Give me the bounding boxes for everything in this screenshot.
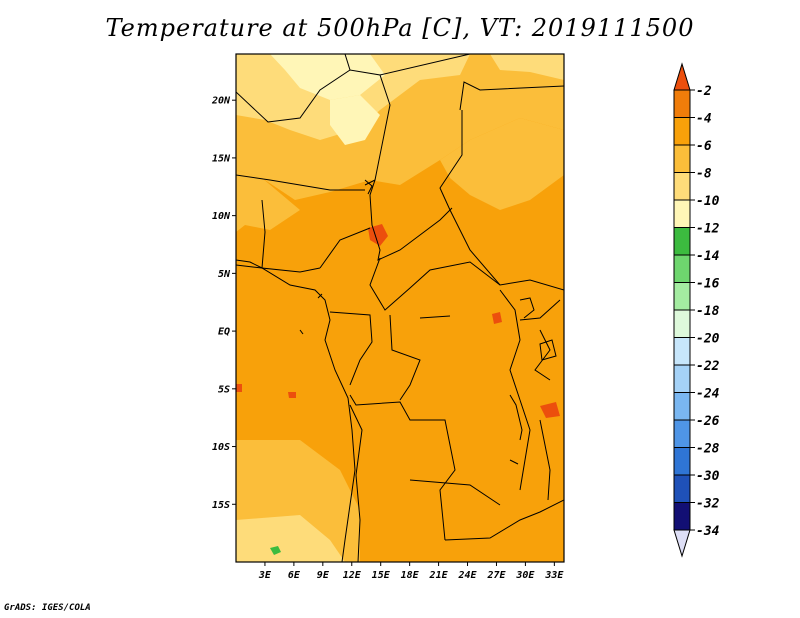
colorbar-level-label: -28 (696, 442, 720, 457)
colorbar-swatch (673, 392, 691, 421)
colorbar-level-label: -2 (696, 84, 712, 99)
grads-credit: GrADS: IGES/COLA (4, 603, 91, 613)
colorbar-swatch (673, 227, 691, 256)
colorbar-swatch (673, 309, 691, 338)
colorbar-swatch (673, 117, 691, 146)
colorbar-level-label: -26 (696, 414, 720, 429)
lon-tick-label: 12E (343, 570, 362, 581)
lat-tick-label: 15N (212, 153, 231, 164)
lon-tick-label: 33E (544, 570, 564, 581)
colorbar-swatch (673, 144, 691, 173)
colorbar-bottom-triangle (673, 529, 691, 558)
lat-tick-label: 10N (212, 211, 231, 222)
map-title: Temperature at 500hPa [C], VT: 201911150… (105, 14, 695, 42)
lon-tick-label: 9E (317, 570, 330, 581)
lon-tick-label: 21E (429, 570, 449, 581)
lat-tick-label: EQ (218, 327, 230, 338)
colorbar-level-label: -20 (696, 332, 720, 347)
colorbar-swatch (673, 364, 691, 393)
colorbar-level-label: -6 (696, 139, 712, 154)
lon-tick-label: 30E (515, 570, 535, 581)
lon-tick-label: 6E (288, 570, 301, 581)
colorbar-swatch (673, 254, 691, 283)
colorbar-level-label: -14 (696, 249, 720, 264)
colorbar-level-label: -8 (696, 167, 712, 182)
colorbar-swatch (673, 199, 691, 228)
lon-tick-label: 18E (401, 570, 420, 581)
colorbar-level-label: -34 (696, 524, 720, 539)
colorbar-level-label: -30 (696, 469, 720, 484)
longitude-axis: 3E 6E 9E 12E 15E 18E 21E 24E 27E 30E 33E (258, 562, 564, 581)
colorbar-level-label: -16 (696, 277, 720, 292)
colorbar-top-triangle (673, 62, 691, 91)
colorbar-swatch (673, 447, 691, 476)
colorbar-swatch (673, 337, 691, 366)
colorbar-swatch (673, 282, 691, 311)
latitude-axis: 20N 15N 10N 5N EQ 5S 10S 15S (211, 96, 236, 511)
lon-tick-label: 27E (486, 570, 506, 581)
lon-tick-label: 24E (457, 570, 477, 581)
colorbar-level-label: -18 (696, 304, 720, 319)
colorbar-swatch (673, 474, 691, 503)
colorbar-level-label: -32 (696, 497, 720, 512)
colorbar-swatch (673, 89, 691, 118)
lon-tick-label: 15E (372, 570, 391, 581)
lat-tick-label: 15S (212, 500, 230, 511)
lat-tick-label: 10S (212, 442, 230, 453)
colorbar-swatch (673, 502, 691, 531)
temperature-field (236, 54, 564, 562)
lakes (364, 179, 557, 501)
colorbar-level-label: -4 (696, 112, 712, 127)
lat-tick-label: 5N (218, 269, 231, 280)
map-frame (235, 53, 565, 563)
colorbar-level-label: -24 (696, 387, 720, 402)
coastline (236, 259, 356, 562)
colorbar-swatch (673, 419, 691, 448)
lon-tick-label: 3E (258, 570, 272, 581)
colorbar-swatch (673, 172, 691, 201)
colorbar: -2 -4 -6 -8 -10 -12 -14 -16 -18 -20 -22 -24 -26 -28 -3… (673, 62, 720, 558)
lat-tick-label: 5S (218, 384, 230, 395)
colorbar-level-label: -22 (696, 359, 720, 374)
colorbar-level-label: -12 (696, 222, 720, 237)
lat-tick-label: 20N (211, 96, 231, 107)
colorbar-level-label: -10 (696, 194, 720, 209)
